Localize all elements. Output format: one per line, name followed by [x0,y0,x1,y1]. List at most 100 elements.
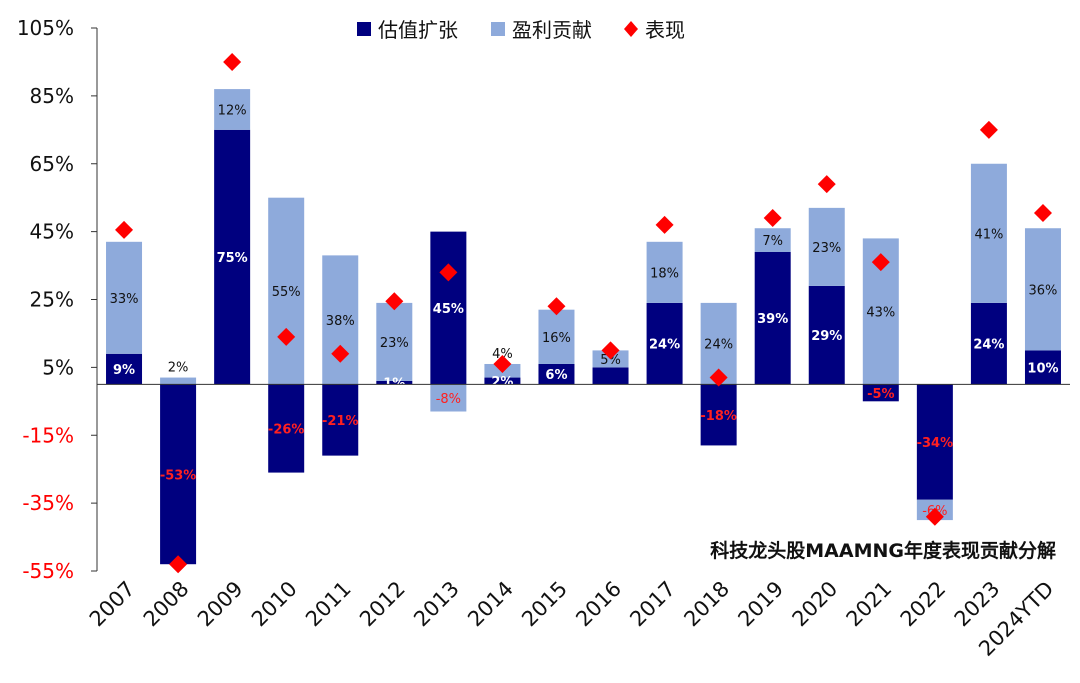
marker-performance [493,354,512,373]
data-label-earnings: 36% [1029,283,1058,298]
data-label-valuation: 2% [491,375,513,390]
marker-performance [223,52,242,71]
bar-valuation [916,384,953,500]
bar-earnings [322,255,359,385]
marker-performance [871,253,890,272]
data-label-earnings: 38% [326,314,355,329]
bar-earnings [808,207,845,286]
bar-valuation [808,285,845,385]
y-tick-label: -15% [22,423,74,447]
data-label-earnings: 33% [110,292,139,307]
bar-valuation [700,384,737,446]
x-tick-label: 2019 [733,577,788,632]
bar-earnings [376,302,413,381]
bar-earnings [970,163,1007,303]
marker-performance [925,507,944,526]
bars: 9%33%-53%2%75%12%-26%55%-21%38%1%23%45%-… [106,89,1061,565]
legend-label-valuation: 估值扩张 [378,18,458,42]
data-label-valuation: 6% [545,368,567,383]
x-tick-label: 2014 [463,577,518,632]
data-label-earnings: 4% [492,347,513,362]
x-tick-label: 2017 [625,577,680,632]
data-label-valuation: 39% [757,312,788,327]
marker-performance [277,327,296,346]
x-tick-label: 2010 [247,577,302,632]
x-tick-label: 2011 [301,577,356,632]
y-axis: 105% 85% 65% 45% 25% 5% -15% -35% -55% [17,16,98,583]
x-tick-label: 2012 [355,577,410,632]
x-tick-label: 2015 [517,577,572,632]
x-tick-label: 2016 [571,577,626,632]
legend-swatch-earnings [491,22,505,36]
x-tick-label: 2020 [788,577,843,632]
y-tick-label: 45% [30,220,74,244]
bar-valuation [160,384,197,565]
bar-earnings [1024,228,1061,351]
data-label-valuation: -5% [867,387,894,402]
data-label-valuation: 9% [113,363,135,378]
data-label-earnings: 18% [650,266,679,281]
data-label-valuation: -34% [917,436,954,451]
x-tick-label: 2013 [409,577,464,632]
y-tick-label: 25% [30,288,74,312]
y-tick-label: 5% [42,355,74,379]
bar-valuation [430,231,467,385]
bar-valuation [376,380,413,385]
bar-earnings [646,241,683,303]
marker-performance [763,209,782,228]
bar-earnings [268,197,305,385]
marker-performance [169,555,188,574]
marker-performance [547,297,566,316]
x-tick-label: 2018 [679,577,734,632]
x-tick-label: 2021 [842,577,897,632]
x-tick-label: 2022 [896,577,951,632]
bar-valuation [268,384,305,473]
bar-valuation [214,129,251,385]
data-label-earnings: 16% [542,331,571,346]
y-tick-label: 65% [30,152,74,176]
bar-earnings [430,384,467,412]
bar-valuation [106,353,143,385]
y-tick-label: 85% [30,84,74,108]
legend-swatch-valuation [357,22,371,36]
data-label-earnings: 23% [380,336,409,351]
data-label-earnings: 43% [866,305,895,320]
x-tick-label: 2009 [193,577,248,632]
bar-valuation [484,377,521,385]
data-label-valuation: -18% [700,409,737,424]
bar-earnings [106,241,143,354]
bar-earnings [214,89,251,130]
marker-performance [439,263,458,282]
marker-performance [115,220,134,239]
bar-earnings [538,309,575,364]
y-tick-label: -35% [22,491,74,515]
data-label-earnings: 23% [812,241,841,256]
marker-performance [1033,203,1052,222]
data-label-valuation: -26% [268,422,305,437]
data-label-valuation: -53% [160,468,197,483]
marker-performance [331,344,350,363]
marker-performance [709,368,728,387]
data-label-earnings: 7% [762,234,783,249]
x-axis: 2007 2008 2009 2010 2011 2012 2013 2014 2015 2016… [85,577,1059,661]
bar-earnings [754,228,791,252]
y-tick-label: 105% [17,16,74,40]
chart-title: 科技龙头股MAAMNG年度表现贡献分解 [710,539,1056,562]
marker-performance [655,215,674,234]
markers [115,52,1052,574]
marker-performance [817,175,836,194]
legend: 估值扩张 盈利贡献 表现 [357,18,685,42]
bar-valuation [646,302,683,385]
x-tick-label: 2007 [85,577,140,632]
data-label-earnings: 12% [218,103,247,118]
data-label-valuation: 24% [973,338,1004,353]
data-label-valuation: -21% [322,414,359,429]
data-label-earnings: 2% [168,361,189,376]
marker-performance [601,341,620,360]
data-label-valuation: 75% [217,251,248,266]
bar-valuation [592,367,629,385]
bar-valuation [754,251,791,385]
legend-label-performance: 表现 [645,18,685,42]
y-tick-label: -55% [22,559,74,583]
